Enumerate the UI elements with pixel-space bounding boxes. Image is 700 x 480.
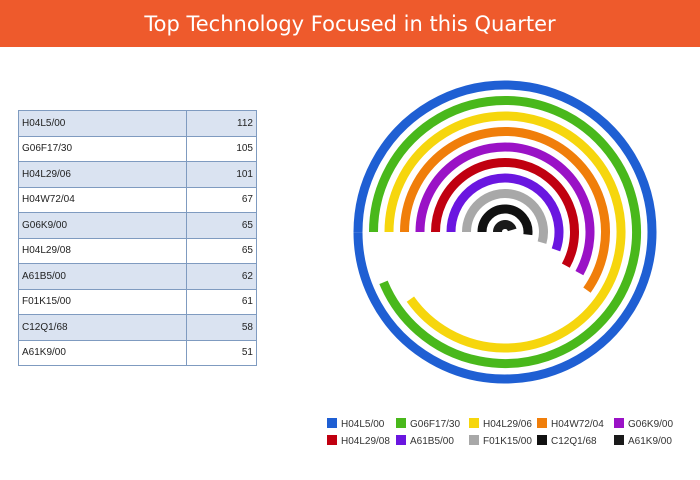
legend-label: G06K9/00 [628,419,673,430]
legend-item: G06K9/00 [614,418,673,430]
legend-label: H04W72/04 [551,419,604,430]
table-cell-code: G06K9/00 [18,212,187,239]
legend-swatch [537,435,547,445]
legend-label: H04L5/00 [341,419,385,430]
legend-label: H04L29/06 [483,419,532,430]
radial-bar-a61k9-00 [493,220,517,233]
table-cell-value: 67 [186,186,257,213]
table-cell-code: A61K9/00 [18,339,187,366]
table-cell-code: G06F17/30 [18,135,187,162]
radial-bar-f01k15-00 [462,189,548,244]
radial-bar-c12q1-68 [477,204,533,236]
legend-swatch [614,418,624,428]
table-cell-value: 65 [186,237,257,264]
legend-label: A61K9/00 [628,436,672,447]
table-row: A61K9/00 51 [18,339,257,366]
legend-item: C12Q1/68 [537,435,597,447]
legend-item: F01K15/00 [469,435,532,447]
legend-swatch [396,418,406,428]
table-cell-code: H04L5/00 [18,110,187,137]
table-row: A61B5/00 62 [18,263,257,290]
radial-bar-h04l5-00 [353,80,657,384]
radial-bar-g06f17-30 [369,96,641,368]
legend-item: H04L29/08 [327,435,390,447]
legend-swatch [614,435,624,445]
radial-bar-g06k9-00 [415,142,595,276]
legend-label: H04L29/08 [341,436,390,447]
table-cell-value: 65 [186,212,257,239]
legend-swatch [327,435,337,445]
table-cell-value: 61 [186,288,257,315]
table-cell-value: 101 [186,161,257,188]
table-cell-value: 105 [186,135,257,162]
legend-swatch [327,418,337,428]
legend-item: H04W72/04 [537,418,604,430]
table-cell-value: 51 [186,339,257,366]
legend-item: H04L5/00 [327,418,385,430]
table-row: H04L29/08 65 [18,237,257,264]
legend-label: F01K15/00 [483,436,532,447]
radial-bar-h04l29-06 [384,111,626,353]
legend-swatch [469,435,479,445]
legend-item: A61B5/00 [396,435,454,447]
table-cell-value: 58 [186,314,257,341]
legend-label: C12Q1/68 [551,436,597,447]
radial-bar-h04l29-08 [431,158,579,268]
legend-item: A61K9/00 [614,435,672,447]
radial-bar-a61b5-00 [446,173,564,252]
technology-table: H04L5/00 112 G06F17/30 105 H04L29/06 101 H04W7… [18,110,257,366]
legend-label: G06F17/30 [410,419,460,430]
page-title: Top Technology Focused in this Quarter [144,11,556,36]
table-row: H04L29/06 101 [18,161,257,188]
legend-swatch [396,435,406,445]
page-title-bar: Top Technology Focused in this Quarter [0,0,700,47]
legend-swatch [537,418,547,428]
legend-item: H04L29/06 [469,418,532,430]
table-cell-code: H04L29/08 [18,237,187,264]
radial-bar-h04w72-04 [400,127,610,293]
legend-item: G06F17/30 [396,418,460,430]
table-cell-code: H04L29/06 [18,161,187,188]
table-row: G06K9/00 65 [18,212,257,239]
legend-swatch [469,418,479,428]
legend-label: A61B5/00 [410,436,454,447]
table-row: G06F17/30 105 [18,135,257,162]
table-cell-value: 62 [186,263,257,290]
